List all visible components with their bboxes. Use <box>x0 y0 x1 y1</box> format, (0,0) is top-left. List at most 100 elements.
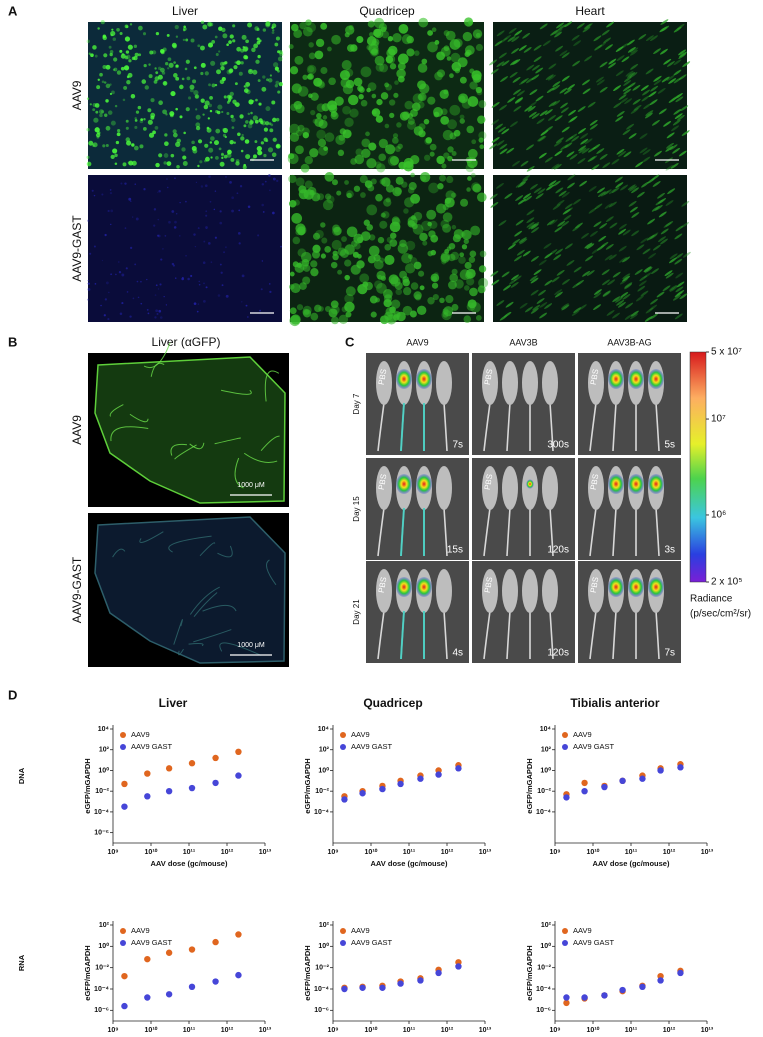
y-tick-label: 10⁻⁴ <box>536 809 551 816</box>
texture-dot <box>425 137 432 144</box>
data-point <box>601 992 608 999</box>
texture-dot <box>367 82 377 91</box>
texture-dot <box>616 55 625 61</box>
texture-dot <box>200 71 204 76</box>
texture-dot <box>103 314 106 317</box>
texture-dot <box>300 163 310 173</box>
texture-dot <box>615 46 624 52</box>
texture-dot <box>229 181 232 184</box>
texture-dot <box>233 65 238 70</box>
x-tick-label: 10⁹ <box>327 849 338 856</box>
legend-swatch <box>562 940 568 946</box>
texture-dot <box>223 95 227 99</box>
texture-dot <box>391 217 401 227</box>
texture-dot <box>447 119 458 130</box>
texture-dot <box>154 126 159 130</box>
texture-dot <box>578 145 587 152</box>
texture-dot <box>542 40 551 47</box>
texture-dot <box>174 24 179 30</box>
texture-dot <box>467 96 479 107</box>
texture-dot <box>342 83 354 95</box>
texture-dot <box>263 153 267 158</box>
texture-dot <box>678 49 687 56</box>
texture-dot <box>550 29 559 36</box>
texture-dot <box>532 304 541 311</box>
texture-dot <box>265 22 271 28</box>
texture-dot <box>228 40 232 44</box>
texture-dot <box>389 99 396 106</box>
texture-dot <box>624 283 633 290</box>
x-tick-label: 10¹² <box>663 1027 676 1034</box>
vessel <box>174 444 197 460</box>
texture-dot <box>441 163 447 169</box>
texture-dot <box>637 285 646 292</box>
x-tick-label: 10¹³ <box>479 1027 492 1034</box>
texture-dot <box>232 39 236 43</box>
texture-dot <box>277 56 283 62</box>
texture-dot <box>622 85 631 92</box>
texture-dot <box>295 223 306 234</box>
exposure-label: 120s <box>547 648 569 659</box>
texture-dot <box>251 47 256 53</box>
texture-dot <box>558 24 567 31</box>
texture-dot <box>204 143 209 148</box>
texture-dot <box>418 92 427 102</box>
texture-dot <box>370 178 377 185</box>
texture-dot <box>171 210 175 213</box>
y-axis-label: eGFP/mGAPDH <box>303 758 312 813</box>
texture-dot <box>462 31 473 42</box>
texture-dot <box>271 26 274 29</box>
texture-dot <box>631 230 640 237</box>
legend-swatch <box>340 732 346 738</box>
signal-tail <box>400 507 405 557</box>
texture-dot <box>247 68 254 75</box>
data-point <box>455 963 462 970</box>
texture-dot <box>427 96 436 105</box>
texture-dot <box>587 156 596 162</box>
texture-dot <box>580 133 589 139</box>
texture-dot <box>258 102 262 106</box>
texture-dot <box>97 27 100 30</box>
x-tick-label: 10¹⁰ <box>365 848 378 856</box>
texture-dot <box>157 288 160 290</box>
texture-dot <box>263 127 269 132</box>
micrograph <box>489 19 691 172</box>
texture-dot <box>250 111 253 115</box>
texture-dot <box>370 48 378 56</box>
texture-dot <box>104 113 108 117</box>
texture-dot <box>222 127 227 132</box>
texture-dot <box>134 117 137 120</box>
texture-dot <box>561 126 570 133</box>
data-point <box>144 770 151 777</box>
texture-dot <box>103 53 108 58</box>
texture-dot <box>498 220 507 226</box>
texture-dot <box>86 161 92 167</box>
texture-dot <box>124 227 127 230</box>
texture-dot <box>214 35 218 39</box>
x-tick-label: 10¹¹ <box>183 1027 196 1034</box>
texture-dot <box>467 299 477 309</box>
texture-dot <box>119 31 123 35</box>
data-point <box>455 765 462 772</box>
texture-dot <box>87 298 90 301</box>
texture-dot <box>635 295 644 302</box>
texture-dot <box>663 120 672 127</box>
texture-dot <box>92 102 97 107</box>
colorbar-tick-label: 5 x 10⁷ <box>711 347 742 358</box>
texture-dot <box>290 314 301 325</box>
texture-dot <box>621 56 630 63</box>
texture-dot <box>86 39 90 44</box>
texture-dot <box>166 161 172 166</box>
y-tick-label: 10⁻² <box>315 788 329 795</box>
x-tick-label: 10¹¹ <box>625 1027 638 1034</box>
y-tick-label: 10⁻⁶ <box>314 1007 329 1014</box>
texture-dot <box>234 82 238 86</box>
texture-dot <box>647 177 656 184</box>
texture-dot <box>320 67 328 75</box>
texture-dot <box>228 68 234 73</box>
texture-dot <box>241 34 247 40</box>
texture-dot <box>475 314 482 321</box>
texture-dot <box>411 102 421 112</box>
texture-dot <box>537 188 546 195</box>
texture-dot <box>215 155 219 160</box>
